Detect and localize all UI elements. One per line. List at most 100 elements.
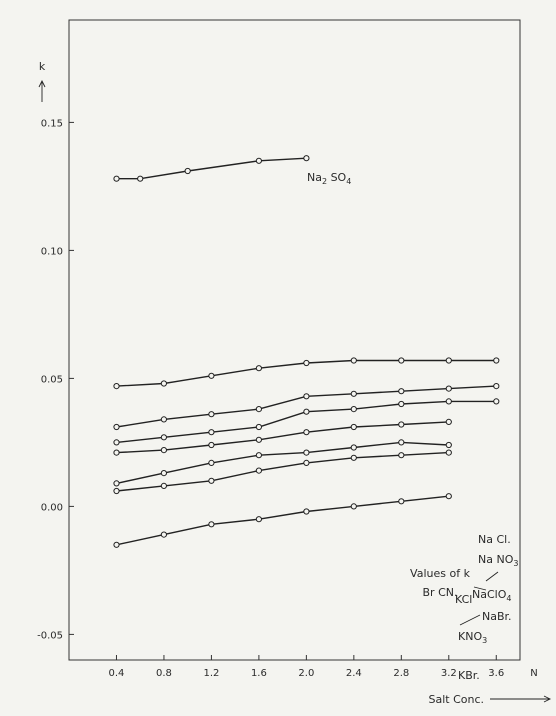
data-point	[113, 383, 120, 390]
data-point	[208, 459, 215, 466]
y-tick-label: 0.15	[41, 118, 63, 129]
x-tick-label: 0.4	[109, 668, 125, 679]
data-point	[113, 487, 120, 495]
data-point	[493, 398, 500, 405]
data-point	[445, 449, 452, 456]
series-line	[116, 157, 307, 180]
data-point	[255, 365, 262, 372]
data-point	[445, 418, 452, 425]
annotation-line-2: Br CN.	[423, 586, 458, 599]
data-point	[398, 439, 405, 446]
data-point	[398, 452, 405, 459]
data-point	[445, 357, 452, 364]
series-line	[116, 441, 449, 485]
series-label-pointer	[473, 586, 487, 591]
series-label-pointer	[459, 614, 481, 626]
data-point	[208, 429, 215, 436]
series-label: Na2 SO4	[307, 171, 351, 186]
series-line	[116, 385, 497, 428]
data-point	[303, 449, 310, 456]
data-point	[113, 175, 120, 182]
data-point	[350, 503, 357, 510]
data-point	[493, 383, 500, 390]
data-point	[113, 423, 120, 431]
data-point	[160, 531, 167, 538]
data-point	[398, 400, 405, 408]
x-tick-label: 1.6	[251, 668, 267, 679]
data-point	[303, 359, 310, 367]
data-point	[113, 439, 120, 446]
data-point	[303, 459, 310, 466]
data-point	[350, 357, 357, 364]
data-point	[208, 521, 215, 528]
data-point	[303, 429, 310, 436]
series-label: KNO3	[458, 630, 487, 645]
data-point	[398, 498, 405, 505]
data-point	[303, 393, 310, 400]
data-point	[255, 516, 262, 523]
y-tick-label: 0.10	[41, 246, 63, 257]
data-point	[160, 416, 167, 423]
data-point	[493, 357, 500, 364]
data-point	[303, 155, 310, 162]
y-tick-label: 0.00	[41, 502, 63, 513]
data-point	[303, 408, 310, 415]
data-point	[350, 406, 357, 413]
x-tick-label: 3.2	[441, 668, 457, 679]
data-point	[137, 175, 144, 182]
data-point	[350, 454, 357, 461]
data-point	[160, 470, 167, 477]
data-point	[184, 167, 191, 175]
y-tick-label: 0.05	[41, 374, 63, 385]
data-point	[113, 449, 120, 456]
data-point	[445, 441, 452, 449]
data-point	[303, 508, 310, 515]
series-line	[116, 495, 449, 546]
x-tick-label: 1.2	[203, 668, 219, 679]
data-point	[160, 380, 167, 387]
data-point	[398, 421, 405, 428]
data-point	[208, 411, 215, 418]
x-tick-label: 0.8	[156, 668, 172, 679]
series-label: KBr.	[458, 669, 480, 682]
series-label: KCl	[455, 593, 472, 606]
series-line	[116, 421, 449, 454]
annotation-line-1: Values of k	[410, 567, 471, 580]
data-point	[255, 157, 262, 164]
data-point	[398, 388, 405, 395]
data-point	[160, 447, 167, 454]
series-label: NaBr.	[482, 610, 512, 623]
data-point	[398, 357, 405, 364]
data-point	[160, 482, 167, 489]
data-point	[208, 441, 215, 449]
x-tick-label: 2.0	[298, 668, 314, 679]
data-point	[255, 406, 262, 413]
y-tick-label: -0.05	[37, 630, 63, 641]
data-point	[255, 423, 262, 431]
data-point	[445, 398, 452, 405]
data-point	[255, 436, 262, 443]
plot-frame	[68, 19, 521, 661]
data-point	[113, 480, 120, 487]
data-point	[255, 467, 262, 474]
x-axis-title: Salt Conc.	[428, 693, 484, 706]
series-label-pointer	[485, 571, 499, 582]
data-point	[350, 390, 357, 397]
data-point	[255, 452, 262, 459]
data-point	[113, 541, 120, 548]
x-tick-label: 3.6	[488, 668, 504, 679]
data-point	[208, 372, 215, 379]
data-point	[445, 493, 452, 500]
series-label: NaClO4	[472, 588, 511, 603]
data-point	[208, 477, 215, 484]
data-point	[350, 423, 357, 431]
x-unit-label: N	[530, 668, 537, 679]
x-tick-label: 2.8	[393, 668, 409, 679]
data-point	[445, 385, 452, 392]
series-line	[116, 451, 449, 492]
x-tick-label: 2.4	[346, 668, 362, 679]
y-axis-title: k	[39, 60, 46, 73]
data-point	[160, 434, 167, 441]
